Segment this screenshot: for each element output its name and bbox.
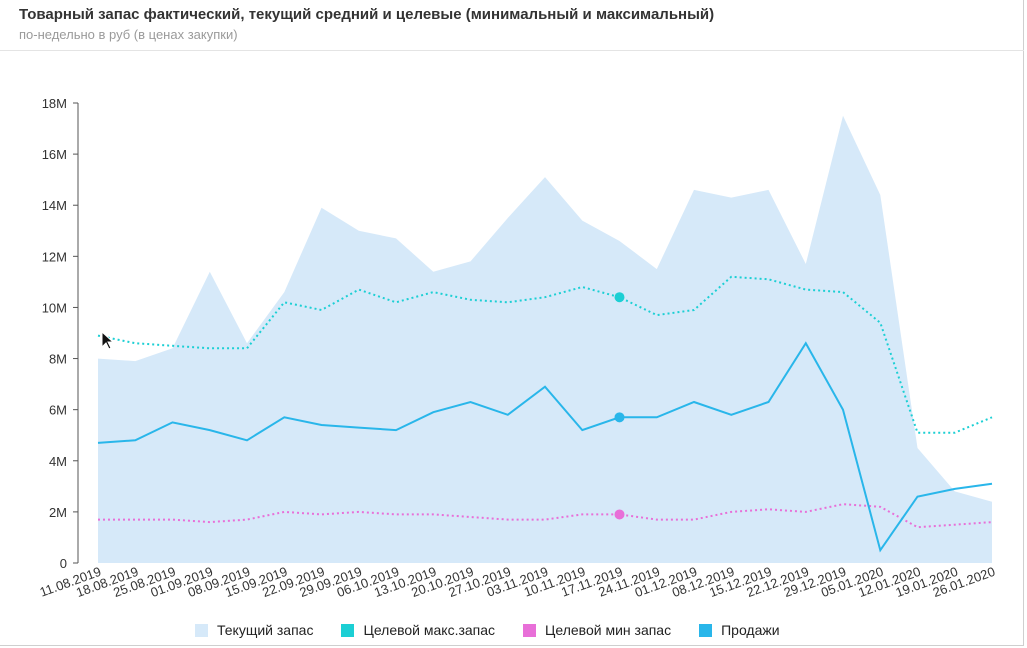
legend-item-sales[interactable]: Продажи — [699, 622, 780, 638]
legend-label: Продажи — [721, 622, 780, 638]
y-tick-label: 6M — [49, 403, 67, 418]
y-tick-label: 10M — [42, 300, 67, 315]
y-tick-label: 12M — [42, 249, 67, 264]
chart-legend: Текущий запас Целевой макс.запас Целевой… — [195, 620, 808, 640]
chart-header: Товарный запас фактический, текущий сред… — [0, 0, 1024, 51]
legend-item-target-min[interactable]: Целевой мин запас — [523, 622, 671, 638]
legend-item-current-stock[interactable]: Текущий запас — [195, 622, 313, 638]
legend-label: Целевой мин запас — [545, 622, 672, 638]
marker-target-min — [614, 509, 625, 520]
y-tick-label: 8M — [49, 352, 67, 367]
legend-item-target-max[interactable]: Целевой макс.запас — [341, 622, 495, 638]
chart-subtitle: по-недельно в руб (в ценах закупки) — [19, 27, 238, 42]
legend-label: Текущий запас — [217, 622, 314, 638]
series-line-target-max — [97, 275, 993, 434]
legend-swatch-target-min — [523, 623, 537, 637]
series-area-current-stock — [98, 115, 992, 564]
chart-title: Товарный запас фактический, текущий сред… — [19, 6, 715, 23]
legend-swatch-current-stock — [195, 623, 208, 637]
y-tick-label: 0 — [60, 556, 67, 571]
legend-swatch-target-max — [341, 623, 355, 637]
legend-label: Целевой макс.запас — [363, 622, 496, 638]
series-line-sales — [97, 341, 993, 553]
legend-swatch-sales — [699, 623, 713, 637]
marker-sales — [614, 412, 625, 423]
y-tick-label: 16M — [42, 147, 67, 162]
marker-target-max — [614, 292, 625, 303]
y-tick-label: 18M — [42, 96, 67, 111]
y-tick-label: 2M — [49, 505, 67, 520]
y-tick-label: 4M — [49, 454, 67, 469]
mouse-cursor-icon — [101, 331, 115, 350]
y-tick-label: 14M — [42, 198, 67, 213]
